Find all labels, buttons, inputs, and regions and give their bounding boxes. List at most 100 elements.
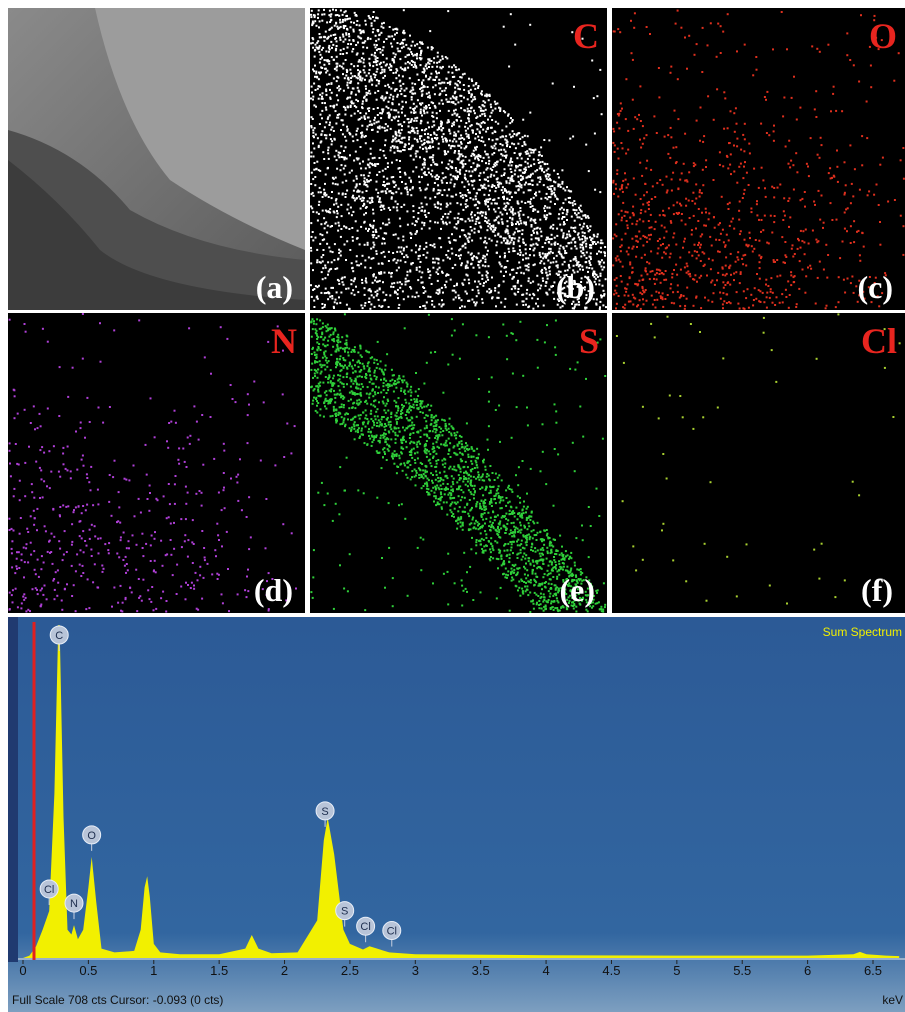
map-dot (613, 193, 615, 195)
map-dot (185, 503, 187, 505)
map-dot (442, 259, 444, 261)
map-dot (367, 230, 369, 232)
map-dot (338, 222, 340, 224)
map-dot (310, 14, 312, 16)
map-dot (762, 179, 764, 181)
map-dot (362, 77, 364, 79)
map-dot (339, 65, 341, 67)
map-dot (405, 254, 407, 256)
map-dot (513, 180, 515, 182)
map-dot (61, 600, 63, 602)
map-dot (729, 202, 731, 204)
map-dot (838, 276, 840, 278)
map-dot (867, 194, 869, 196)
map-dot (516, 157, 518, 159)
map-dot (686, 263, 688, 265)
map-dot (444, 284, 446, 286)
map-dot (478, 159, 480, 161)
map-dot (759, 278, 761, 280)
map-dot (627, 130, 629, 132)
map-dot (348, 212, 350, 214)
map-dot (373, 73, 375, 75)
map-dot (364, 287, 366, 289)
map-dot (17, 413, 19, 415)
map-dot (481, 187, 483, 189)
map-dot (154, 538, 156, 540)
map-dot (541, 155, 543, 157)
map-dot (56, 595, 58, 597)
map-dot (789, 166, 791, 168)
map-dot (539, 228, 541, 230)
map-dot (457, 158, 459, 160)
map-dot (386, 178, 388, 180)
map-dot (488, 138, 490, 140)
map-dot (488, 185, 490, 187)
map-dot (684, 305, 686, 307)
map-dot (545, 197, 547, 199)
map-dot (335, 198, 337, 200)
map-dot (472, 259, 474, 261)
map-dot (830, 202, 832, 204)
map-dot (9, 592, 11, 594)
map-dot (483, 187, 485, 189)
map-dot (59, 515, 61, 517)
map-dot (396, 209, 398, 211)
map-dot (464, 163, 466, 165)
map-dot (351, 214, 353, 216)
map-dot (385, 168, 387, 170)
map-dot (438, 192, 440, 194)
map-dot (434, 79, 436, 81)
map-dot (740, 149, 742, 151)
map-dot (497, 234, 499, 236)
map-dot (552, 292, 554, 294)
map-dot (414, 224, 416, 226)
map-dot (346, 209, 348, 211)
map-dot (433, 306, 435, 308)
map-dot (409, 35, 411, 37)
map-dot (451, 248, 453, 250)
map-dot (358, 91, 360, 93)
map-dot (373, 55, 375, 57)
map-dot (395, 184, 397, 186)
map-dot (756, 214, 758, 216)
map-dot (24, 409, 26, 411)
map-dot (471, 230, 473, 232)
panel-label: (b) (556, 269, 595, 305)
map-dot (23, 599, 25, 601)
map-dot (578, 212, 580, 214)
element-label: N (271, 321, 297, 361)
map-dot (396, 251, 398, 253)
map-dot (770, 288, 772, 290)
map-dot (649, 278, 651, 280)
map-dot (442, 221, 444, 223)
map-dot (335, 177, 337, 179)
map-dot (850, 202, 852, 204)
map-dot (400, 85, 402, 87)
map-dot (720, 233, 722, 235)
map-dot (620, 275, 622, 277)
map-dot (472, 130, 474, 132)
map-dot (430, 173, 432, 175)
map-dot (482, 302, 484, 304)
map-dot (601, 259, 603, 261)
map-dot (814, 204, 816, 206)
map-dot (146, 474, 148, 476)
map-dot (804, 206, 806, 208)
map-dot (311, 92, 313, 94)
map-dot (446, 122, 448, 124)
map-dot (511, 143, 513, 145)
map-dot (157, 499, 159, 501)
map-dot (365, 280, 367, 282)
map-dot (136, 544, 138, 546)
map-dot (456, 113, 458, 115)
map-dot (464, 186, 466, 188)
map-dot (509, 209, 511, 211)
map-dot (663, 273, 665, 275)
map-dot (335, 110, 337, 112)
map-dot (711, 245, 713, 247)
map-dot (372, 236, 374, 238)
map-dot (204, 356, 206, 358)
map-dot (501, 175, 503, 177)
map-dot (537, 289, 539, 291)
map-dot (730, 274, 732, 276)
